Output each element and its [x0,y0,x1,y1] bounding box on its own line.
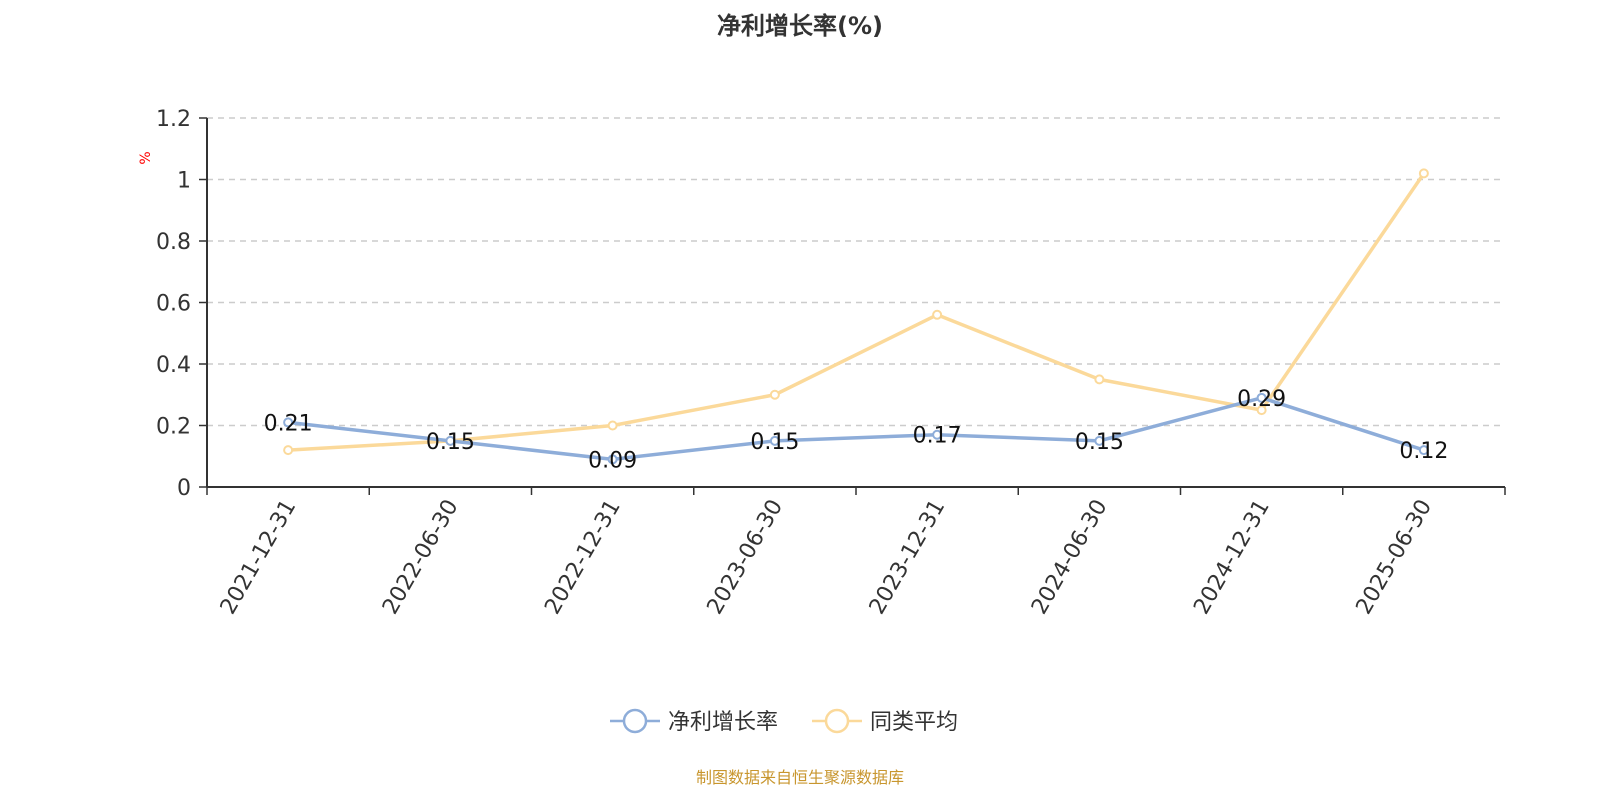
data-label: 0.15 [426,430,475,455]
y-tick-label: 0.2 [156,415,191,440]
data-label: 0.21 [264,411,313,436]
data-point [932,429,943,440]
data-label: 0.12 [1399,439,1448,464]
data-point [607,420,618,431]
y-tick-label: 1 [177,169,191,194]
data-point [283,417,294,428]
legend-circle-icon [824,708,850,734]
x-tick-label: 2022-06-30 [378,496,464,619]
y-axis-unit: % [138,151,154,164]
data-point [283,445,294,456]
data-point [1256,405,1267,416]
legend-circle-icon [622,708,648,734]
x-tick-label: 2023-06-30 [702,496,788,619]
x-tick-label: 2022-12-31 [540,496,626,619]
x-tick-label: 2025-06-30 [1351,496,1437,619]
y-tick-label: 1.2 [156,107,191,132]
data-label: 0.29 [1237,387,1286,412]
y-tick-label: 0 [177,476,191,501]
data-point [1256,392,1267,403]
data-point [932,309,943,320]
x-tick-label: 2021-12-31 [216,496,302,619]
y-tick-label: 0.8 [156,230,191,255]
y-tick-label: 0.6 [156,292,191,317]
data-point [1094,435,1105,446]
data-label: 0.15 [750,430,799,455]
data-point [445,435,456,446]
x-tick-label: 2024-12-31 [1189,496,1275,619]
data-point [1418,168,1429,179]
data-point [769,389,780,400]
data-point [1094,374,1105,385]
data-point [1418,445,1429,456]
data-source-note: 制图数据来自恒生聚源数据库 [695,768,904,787]
legend-label: 同类平均 [870,710,958,735]
data-point [607,454,618,465]
y-tick-label: 0.4 [156,353,191,378]
data-label: 0.15 [1075,430,1124,455]
chart-title: 净利增长率(%) [717,12,883,40]
x-tick-label: 2024-06-30 [1027,496,1113,619]
legend-label: 净利增长率 [668,710,778,735]
x-tick-label: 2023-12-31 [865,496,951,619]
data-label: 0.17 [913,424,962,449]
series-line-net-profit-growth [287,396,1425,462]
data-point [769,435,780,446]
data-label: 0.09 [588,448,637,473]
